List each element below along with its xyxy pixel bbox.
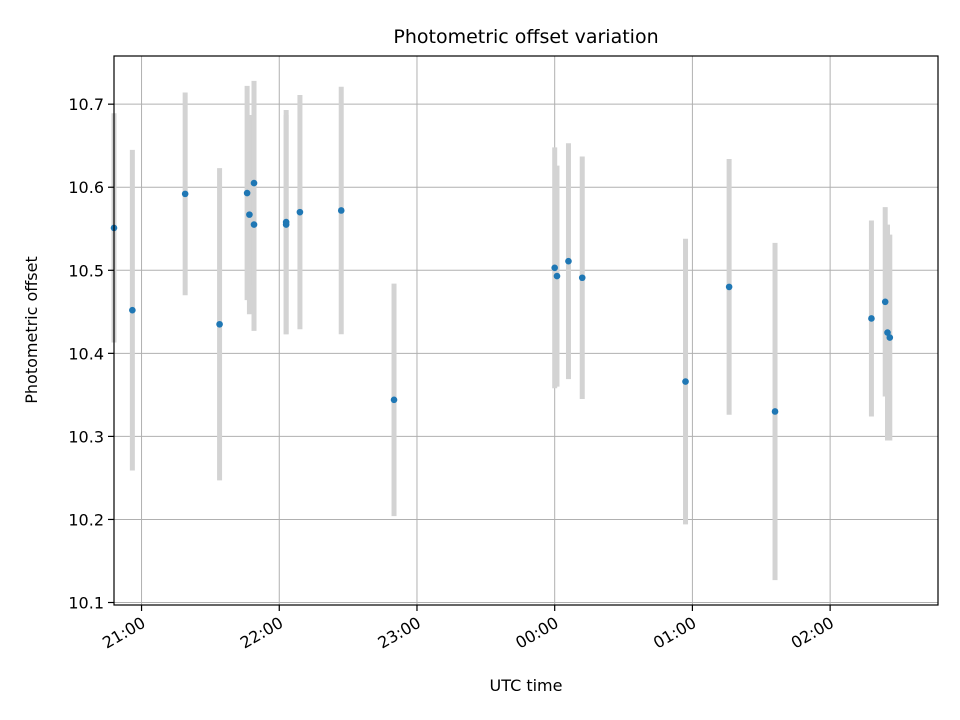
y-tick-label: 10.3: [68, 427, 104, 446]
data-point: [884, 329, 891, 336]
data-point: [771, 408, 779, 415]
data-point: [682, 378, 689, 385]
y-tick-label: 10.4: [68, 344, 104, 363]
data-point: [868, 315, 875, 322]
data-point: [216, 320, 223, 328]
data-point: [390, 396, 398, 404]
y-axis-title: Photometric offset: [22, 256, 41, 404]
chart-title: Photometric offset variation: [393, 26, 658, 48]
data-points: [110, 179, 894, 415]
data-point: [296, 208, 304, 216]
data-point: [551, 264, 558, 272]
data-point: [565, 257, 572, 265]
y-tick-label: 10.6: [68, 178, 104, 197]
y-tick-label: 10.5: [68, 261, 104, 280]
data-point: [578, 274, 586, 282]
data-point: [337, 207, 345, 214]
data-point: [243, 189, 251, 197]
data-point: [886, 334, 894, 341]
data-point: [246, 211, 253, 218]
data-point: [129, 306, 136, 314]
data-point: [553, 272, 561, 280]
data-point: [250, 179, 258, 187]
data-point: [250, 221, 258, 228]
data-point: [725, 283, 733, 291]
y-tick-label: 10.7: [68, 95, 104, 114]
y-tick-label: 10.2: [68, 510, 104, 529]
data-point: [881, 298, 889, 306]
data-point: [282, 218, 290, 226]
y-tick-label: 10.1: [68, 594, 104, 613]
plot-frame: [113, 55, 939, 606]
x-axis-title: UTC time: [490, 676, 563, 695]
data-point: [181, 190, 189, 198]
